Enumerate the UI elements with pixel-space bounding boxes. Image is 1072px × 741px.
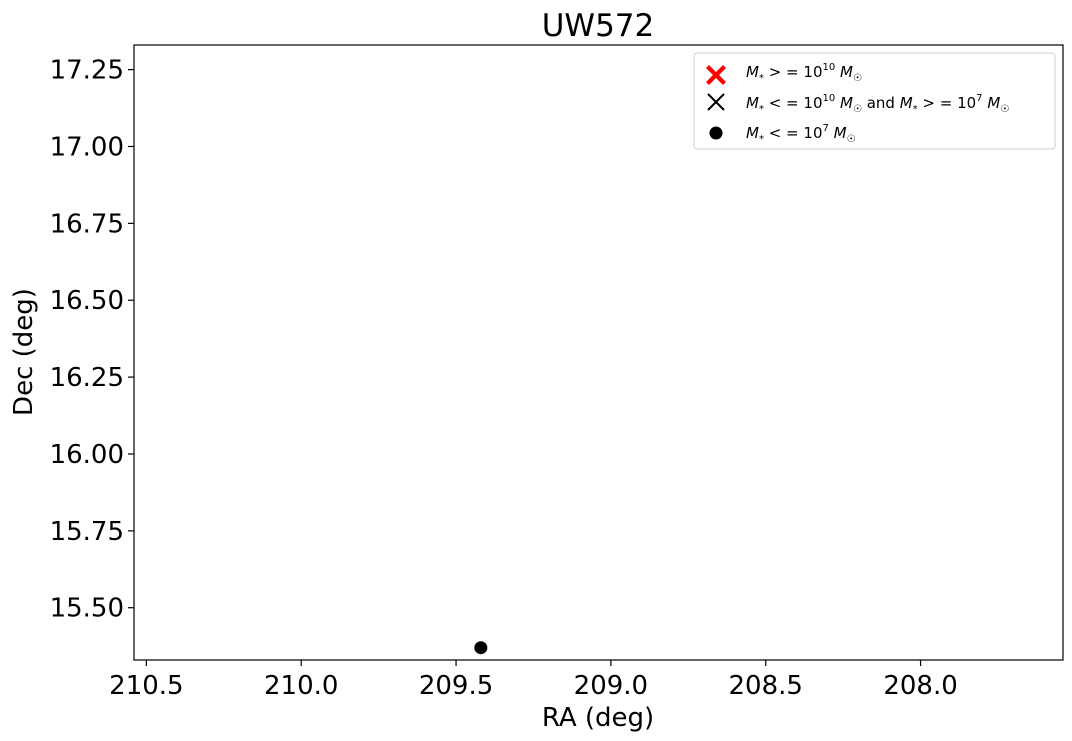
y-axis-label: Dec (deg) — [9, 288, 39, 416]
data-point — [474, 641, 488, 655]
y-tick-label: 15.75 — [50, 517, 124, 547]
legend-box — [693, 52, 1056, 150]
data-points — [474, 641, 488, 655]
y-tick-label: 17.25 — [50, 56, 124, 86]
x-tick-label: 208.0 — [883, 671, 957, 701]
x-axis-ticks: 210.5 210.0 209.5 209.0 208.5 208.0 — [109, 660, 958, 701]
legend-entry-high-mass: M* > = 1010 M☉ — [746, 62, 862, 84]
y-tick-label: 16.00 — [50, 440, 124, 470]
x-tick-label: 209.0 — [574, 671, 648, 701]
legend-marker-circle — [709, 126, 723, 140]
legend-entry-mid-mass: M* < = 1010 M☉ and M* > = 107 M☉ — [746, 93, 1009, 115]
legend-marker-x — [707, 93, 725, 111]
x-tick-label: 210.5 — [109, 671, 183, 701]
y-tick-label: 17.00 — [50, 132, 124, 162]
x-axis-label: RA (deg) — [542, 703, 654, 733]
y-tick-label: 15.50 — [50, 594, 124, 624]
x-tick-label: 208.5 — [729, 671, 803, 701]
y-tick-label: 16.25 — [50, 363, 124, 393]
y-tick-label: 16.50 — [50, 286, 124, 316]
y-axis-ticks: 15.50 15.75 16.00 16.25 16.50 16.75 17.00 17.25 — [50, 56, 134, 624]
x-tick-label: 210.0 — [264, 671, 338, 701]
y-tick-label: 16.75 — [50, 209, 124, 239]
legend-entry-low-mass: M* < = 107 M☉ — [746, 123, 856, 145]
legend-marker-filled-x — [706, 65, 726, 85]
legend: M* > = 1010 M☉ M* < = 1010 M☉ and M* > =… — [693, 52, 1056, 150]
chart-title: UW572 — [542, 8, 655, 44]
x-tick-label: 209.5 — [419, 671, 493, 701]
